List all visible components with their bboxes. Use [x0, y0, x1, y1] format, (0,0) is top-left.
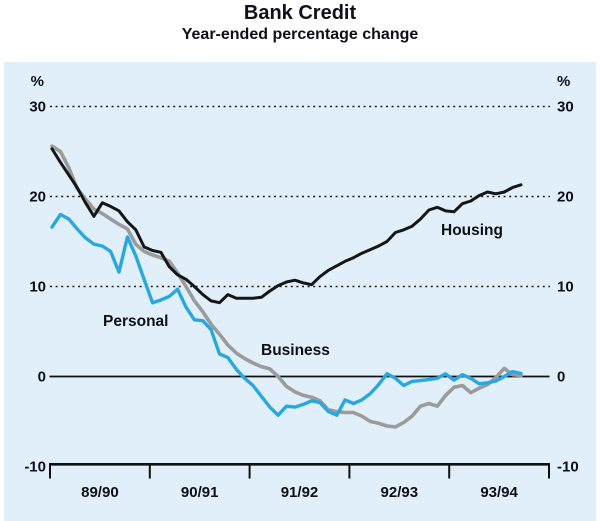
x-tick-label-89-90: 89/90 [81, 484, 119, 501]
y-tick-label-left--10: -10 [24, 459, 46, 476]
housing-line [50, 147, 523, 305]
x-tick-label-90-91: 90/91 [181, 484, 219, 501]
y-tick-label-right-0: 0 [557, 369, 565, 386]
personal-line [50, 212, 523, 417]
x-tick-label-93-94: 93/94 [480, 484, 518, 501]
chart-title: Bank Credit [243, 2, 357, 24]
chart-subtitle: Year-ended percentage change [181, 26, 419, 43]
y-tick-label-right-20: 20 [557, 189, 574, 206]
x-tick-label-91-92: 91/92 [281, 484, 319, 501]
x-tick-label-92-93: 92/93 [381, 484, 419, 501]
y-tick-label-right-30: 30 [557, 99, 574, 116]
y-tick-label-left-0: 0 [38, 369, 46, 386]
business-label: Business [261, 342, 330, 359]
y-tick-label-left-10: 10 [29, 279, 46, 296]
plot-area [4, 62, 596, 521]
housing-label: Housing [441, 222, 503, 239]
y-tick-label-left-30: 30 [29, 99, 46, 116]
y-tick-label-left-20: 20 [29, 189, 46, 206]
personal-label: Personal [103, 313, 168, 330]
y-unit-right: % [557, 73, 570, 90]
y-unit-left: % [31, 73, 44, 90]
y-tick-label-right-10: 10 [557, 279, 574, 296]
business-line [50, 144, 523, 429]
y-tick-label-right--10: -10 [557, 459, 579, 476]
